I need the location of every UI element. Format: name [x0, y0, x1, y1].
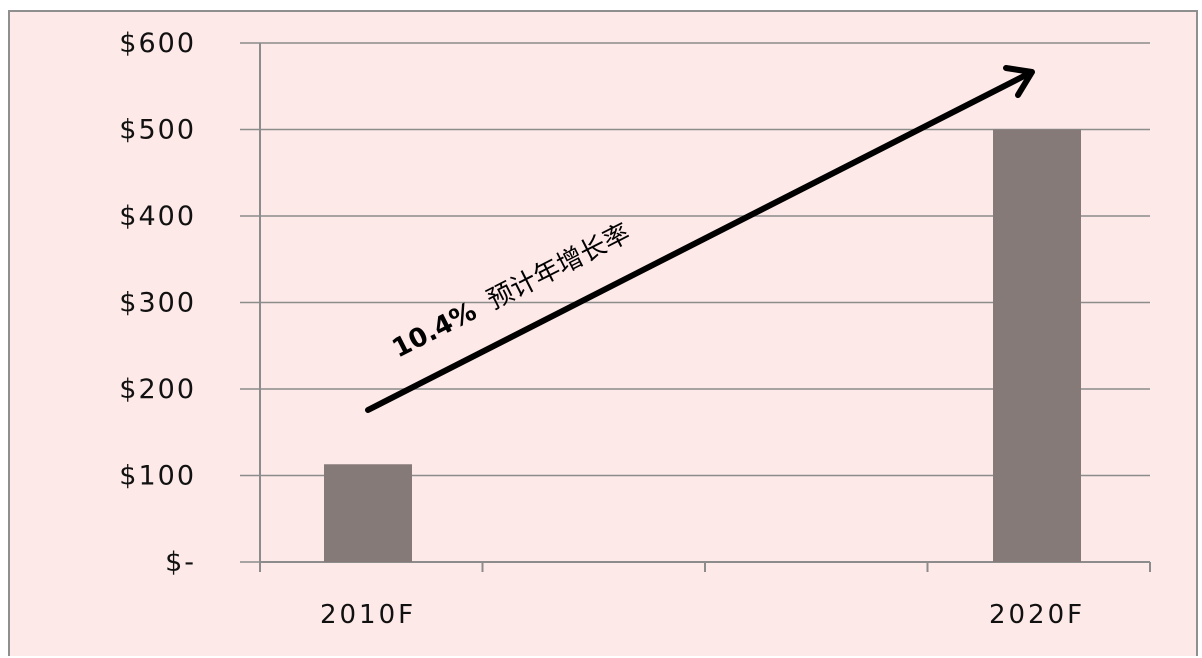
bar-2020F: [993, 129, 1081, 562]
growth-rate-caption: 预计年增长率: [482, 218, 635, 316]
x-category-label: 2020F: [989, 600, 1085, 630]
bars: [324, 129, 1081, 562]
bar-2010F: [324, 464, 412, 562]
x-category-label: 2010F: [320, 600, 416, 630]
growth-arrow: [365, 72, 1029, 413]
axis-labels: $- $100 $200 $300 $400 $500 $600 2010F 2020F: [119, 28, 1085, 630]
y-tick-label: $500: [119, 115, 196, 146]
growth-arrow-head: [1003, 65, 1035, 98]
y-tick-label: $300: [119, 288, 196, 319]
growth-annotation: 10.4% 预计年增长率: [365, 65, 1035, 413]
y-tick-label: $100: [119, 461, 196, 492]
growth-rate-label: 10.4%: [388, 297, 482, 365]
y-tick-label: $600: [119, 28, 196, 59]
y-tick-label: $-: [165, 547, 196, 578]
y-tick-label: $200: [119, 374, 196, 405]
y-tick-label: $400: [119, 201, 196, 232]
